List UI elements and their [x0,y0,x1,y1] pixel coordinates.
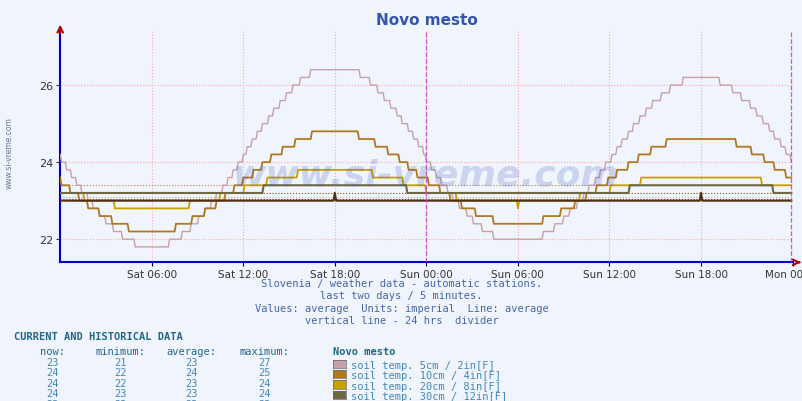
Text: 24: 24 [46,367,59,377]
Text: Slovenia / weather data - automatic stations.: Slovenia / weather data - automatic stat… [261,279,541,289]
Text: 23: 23 [46,399,59,401]
Text: 25: 25 [258,367,271,377]
Text: last two days / 5 minutes.: last two days / 5 minutes. [320,291,482,301]
Text: 24: 24 [258,388,271,398]
Text: CURRENT AND HISTORICAL DATA: CURRENT AND HISTORICAL DATA [14,331,183,341]
Text: 22: 22 [114,378,127,388]
Text: www.si-vreme.com: www.si-vreme.com [233,158,618,192]
Text: 23: 23 [184,357,197,367]
Text: 23: 23 [114,388,127,398]
Text: 23: 23 [184,378,197,388]
Text: 23: 23 [184,399,197,401]
Text: 22: 22 [114,367,127,377]
Text: now:: now: [39,346,65,356]
Text: average:: average: [166,346,216,356]
Text: www.si-vreme.com: www.si-vreme.com [5,117,14,188]
Text: 24: 24 [258,378,271,388]
Text: vertical line - 24 hrs  divider: vertical line - 24 hrs divider [304,315,498,325]
Text: Values: average  Units: imperial  Line: average: Values: average Units: imperial Line: av… [254,303,548,313]
Text: 24: 24 [46,388,59,398]
Text: soil temp. 10cm / 4in[F]: soil temp. 10cm / 4in[F] [350,371,500,380]
Text: Novo mesto: Novo mesto [333,346,395,356]
Text: minimum:: minimum: [95,346,145,356]
Text: 21: 21 [114,357,127,367]
Text: 27: 27 [258,357,271,367]
Text: maximum:: maximum: [240,346,290,356]
Text: soil temp. 5cm / 2in[F]: soil temp. 5cm / 2in[F] [350,360,494,370]
Text: 23: 23 [46,357,59,367]
Text: 23: 23 [184,388,197,398]
Text: 23: 23 [258,399,271,401]
Text: 24: 24 [46,378,59,388]
Title: Novo mesto: Novo mesto [375,13,476,28]
Text: 24: 24 [184,367,197,377]
Text: soil temp. 30cm / 12in[F]: soil temp. 30cm / 12in[F] [350,391,507,401]
Text: 23: 23 [114,399,127,401]
Text: soil temp. 20cm / 8in[F]: soil temp. 20cm / 8in[F] [350,381,500,391]
